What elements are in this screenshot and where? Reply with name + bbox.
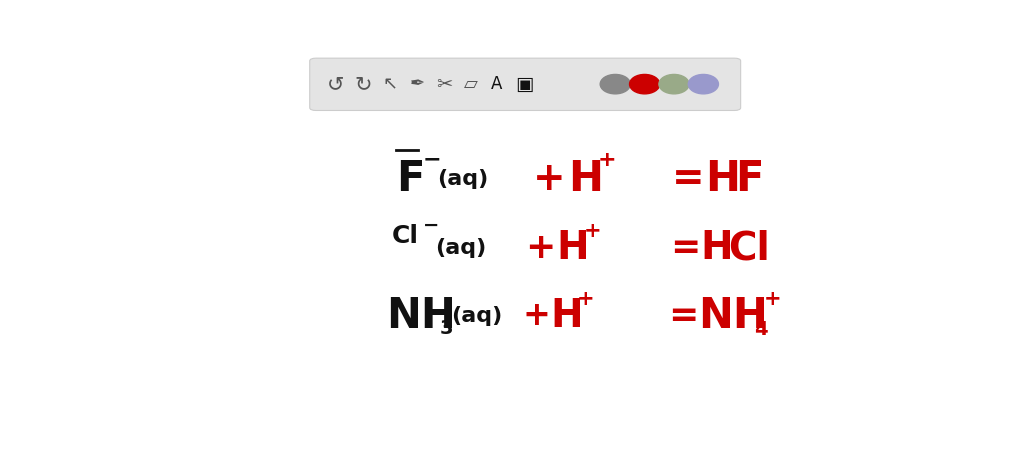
Text: H: H <box>700 229 733 267</box>
Text: F: F <box>396 158 425 200</box>
Text: −: − <box>423 216 439 235</box>
Text: +: + <box>764 289 781 309</box>
Text: H: H <box>705 158 740 200</box>
Text: ✒: ✒ <box>410 75 424 93</box>
Ellipse shape <box>688 74 719 94</box>
Text: =: = <box>670 231 700 265</box>
Text: +: + <box>598 150 616 170</box>
Text: 4: 4 <box>754 320 768 339</box>
Text: Cl: Cl <box>728 229 770 267</box>
Text: A: A <box>490 75 502 93</box>
Text: −: − <box>423 150 441 170</box>
Text: ↖: ↖ <box>382 75 397 93</box>
Text: NH: NH <box>386 295 456 337</box>
Text: (aq): (aq) <box>451 306 502 326</box>
Text: F: F <box>735 158 764 200</box>
Text: NH: NH <box>698 295 768 337</box>
Text: +: + <box>522 299 550 332</box>
Text: 3: 3 <box>440 319 454 338</box>
Ellipse shape <box>630 74 659 94</box>
Text: H: H <box>557 229 589 267</box>
Text: =: = <box>672 160 705 198</box>
Text: ✂: ✂ <box>435 75 452 94</box>
Text: (aq): (aq) <box>435 238 486 258</box>
Ellipse shape <box>600 74 631 94</box>
Text: (aq): (aq) <box>437 169 488 189</box>
Text: ↻: ↻ <box>354 74 372 94</box>
Text: ↺: ↺ <box>328 74 345 94</box>
FancyBboxPatch shape <box>309 58 740 111</box>
Text: H: H <box>568 158 603 200</box>
Text: +: + <box>532 160 565 198</box>
Text: +: + <box>584 220 601 241</box>
Text: Cl: Cl <box>391 224 419 248</box>
Text: ▱: ▱ <box>464 75 478 93</box>
Text: +: + <box>524 231 555 265</box>
Text: ▣: ▣ <box>515 75 534 94</box>
Text: =: = <box>669 299 698 333</box>
Ellipse shape <box>658 74 689 94</box>
Text: H: H <box>550 297 583 335</box>
Text: +: + <box>578 289 595 309</box>
